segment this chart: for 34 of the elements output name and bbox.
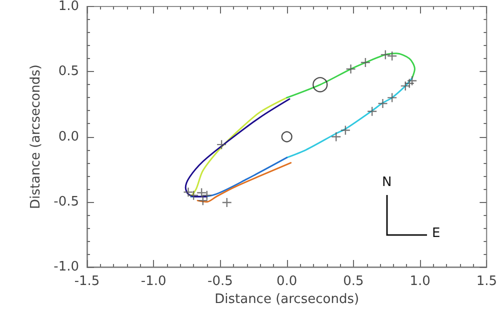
- y-tick-label: 0.5: [58, 64, 79, 80]
- point: [331, 132, 342, 142]
- x-axis-title: Distance (arcseconds): [214, 292, 360, 307]
- x-tick-label: -1.0: [140, 274, 166, 289]
- point: [386, 50, 398, 62]
- y-axis-title: Distance (arcseconds): [28, 64, 44, 209]
- point: [340, 125, 351, 136]
- point: [346, 64, 356, 74]
- line-series: [286, 52, 416, 98]
- point: [380, 50, 391, 60]
- point: [222, 197, 232, 208]
- point: [406, 76, 418, 86]
- x-tick-label: 1.0: [410, 274, 430, 289]
- x-tick-label: 0.5: [343, 274, 364, 289]
- y-tick-label: 1.0: [58, 0, 79, 14]
- x-tick-label: 0.0: [276, 274, 298, 289]
- annotation: N: [382, 175, 392, 190]
- y-tick-label: -1.0: [54, 260, 79, 274]
- x-tick-label: -1.5: [74, 274, 100, 289]
- y-tick-label: 0.0: [58, 129, 79, 144]
- annotation: E: [432, 226, 440, 241]
- x-tick-label: -0.5: [208, 274, 233, 289]
- point: [198, 195, 208, 206]
- point: [404, 78, 414, 88]
- line-series: [286, 77, 413, 158]
- point: [400, 80, 410, 92]
- line-series: [196, 162, 292, 203]
- point: [360, 57, 371, 68]
- point: [216, 139, 227, 150]
- y-tick-label: -0.5: [54, 194, 79, 210]
- point: [378, 98, 388, 109]
- point: [366, 106, 378, 116]
- point: [386, 92, 398, 103]
- x-tick-label: 1.5: [476, 274, 498, 289]
